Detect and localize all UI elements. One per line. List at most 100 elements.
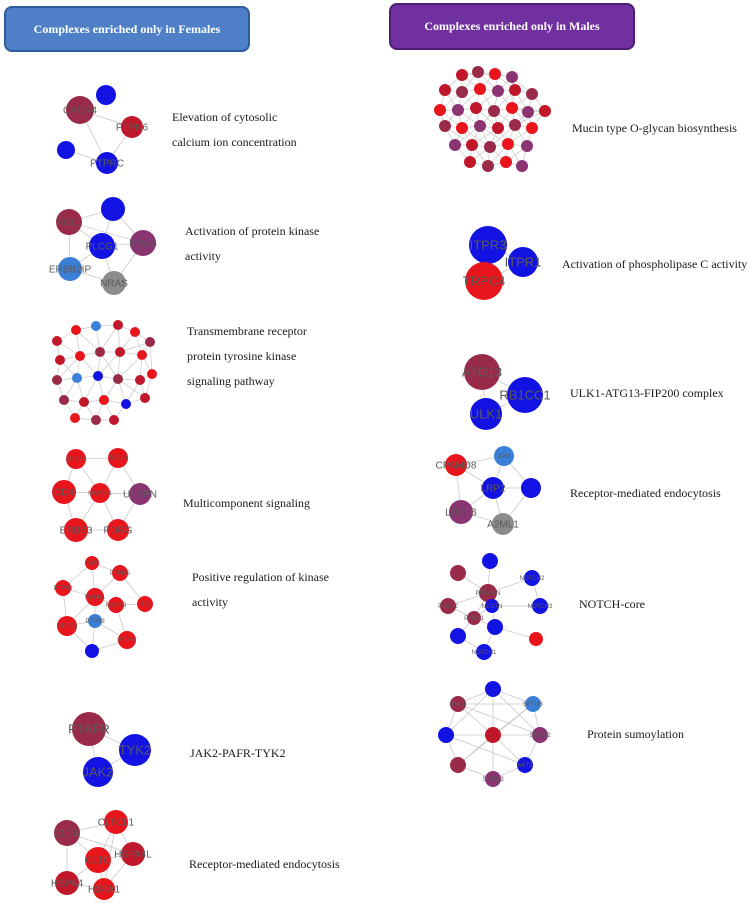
network-node	[99, 395, 109, 405]
network-node	[492, 513, 514, 535]
network-node	[72, 712, 106, 746]
network-node	[109, 415, 119, 425]
complex-label-line: Receptor-mediated endocytosis	[570, 485, 721, 500]
network-node	[55, 871, 79, 895]
network-node	[506, 102, 518, 114]
network-edge	[119, 341, 151, 353]
female-complex-3: ERBB2 TRAF2 CD4 MAP3K1 UFSPN ERBB3 PDRG	[52, 448, 157, 542]
node-label: PTAFR	[68, 722, 110, 737]
complex-label-line: NOTCH-core	[579, 596, 645, 611]
female-complex-label: Activation of protein kinase activity	[185, 219, 319, 269]
network-node	[115, 347, 125, 357]
node-label: NOTCH2	[520, 576, 545, 582]
network-node	[439, 120, 451, 132]
node-label: SUMO3	[482, 777, 504, 783]
network-node	[101, 197, 125, 221]
network-node	[66, 449, 86, 469]
network-node	[96, 152, 118, 174]
node-label: PTPRC	[90, 159, 124, 170]
network-node	[135, 375, 145, 385]
node-label: PTPN6	[116, 123, 149, 134]
complex-label-line: Receptor-mediated endocytosis	[189, 856, 340, 871]
network-node	[532, 727, 548, 743]
network-node	[476, 644, 492, 660]
network-node	[96, 85, 116, 105]
network-node	[494, 446, 514, 466]
network-node	[488, 105, 500, 117]
network-node	[539, 105, 551, 117]
network-node	[104, 810, 128, 834]
network-node	[90, 483, 110, 503]
network-node	[85, 556, 99, 570]
network-node	[517, 757, 533, 773]
complex-label-line: Activation of protein kinase	[185, 224, 320, 238]
complex-label-line: activity	[185, 249, 221, 263]
network-node	[118, 631, 136, 649]
network-edge	[457, 703, 541, 736]
node-label: CXCR4	[63, 106, 97, 117]
node-label: TYK2	[119, 743, 152, 758]
node-label: PSEN2	[438, 604, 458, 610]
network-node	[467, 611, 481, 625]
node-label: SUMO2	[529, 733, 551, 739]
node-label: PTPRT	[117, 638, 137, 644]
node-label: PSENEN	[476, 591, 501, 597]
node-label: HSPA4	[51, 879, 83, 890]
network-node	[474, 120, 486, 132]
complex-label-line: ULK1-ATG13-FIP200 complex	[570, 385, 724, 400]
node-label: FAS	[86, 561, 97, 567]
network-node	[64, 518, 88, 542]
network-node	[521, 478, 541, 498]
network-edge	[56, 355, 81, 381]
network-node	[88, 614, 102, 628]
network-node	[492, 122, 504, 134]
network-node	[472, 66, 484, 78]
female-header: Complexes enriched only in Females	[4, 6, 250, 52]
node-label: PTPR3	[85, 619, 105, 625]
female-complex-2	[52, 320, 157, 425]
male-complex-label: Receptor-mediated endocytosis	[570, 481, 721, 506]
network-node	[121, 842, 145, 866]
complex-label-line: Elevation of cytosolic	[172, 110, 278, 124]
network-node	[526, 88, 538, 100]
network-node	[85, 644, 99, 658]
node-label: ERBB2	[66, 457, 86, 463]
complex-label-line: Mucin type O-glycan biosynthesis	[572, 120, 737, 135]
network-node	[91, 415, 101, 425]
network-node	[93, 878, 115, 900]
node-label: PSEN1	[464, 616, 484, 622]
network-edge	[117, 354, 143, 380]
network-node	[507, 377, 543, 413]
male-complex-4: NOTCH2 PSENEN PSEN2 NCSTN NOTCH3 PSEN1 NOTCH1	[438, 553, 553, 660]
node-label: ATG13	[462, 365, 502, 380]
network-edge	[149, 341, 153, 375]
complex-label-line: Transmembrane receptor	[187, 323, 307, 338]
network-node	[54, 820, 80, 846]
network-node	[91, 321, 101, 331]
network-node	[465, 262, 503, 300]
network-node	[79, 397, 89, 407]
node-label: PTPRS	[110, 571, 130, 577]
network-node	[102, 271, 126, 295]
complex-label-line: calcium ion concentration	[172, 135, 297, 149]
network-node	[485, 599, 499, 613]
network-node	[113, 374, 123, 384]
female-complex-label: Transmembrane receptor protein tyrosine k…	[187, 319, 307, 394]
node-label: UFSPN	[123, 490, 157, 501]
node-label: PTPRJ	[53, 586, 72, 592]
network-node	[440, 598, 456, 614]
network-node	[484, 141, 496, 153]
node-label: CD4	[54, 488, 74, 499]
complex-label-line: JAK2-PAFR-TYK2	[190, 745, 286, 760]
node-label: NOTCH1	[472, 650, 497, 656]
male-complex-label: ULK1-ATG13-FIP200 complex	[570, 381, 724, 406]
network-node	[502, 138, 514, 150]
network-node	[529, 632, 543, 646]
node-label: JAK2	[82, 765, 113, 780]
network-node	[450, 565, 466, 581]
network-node	[469, 226, 507, 264]
network-node	[445, 454, 467, 476]
female-complex-6: CLTCL1 CLTB CLTC HSPA4L HSPA4 HSPA1	[51, 810, 152, 900]
